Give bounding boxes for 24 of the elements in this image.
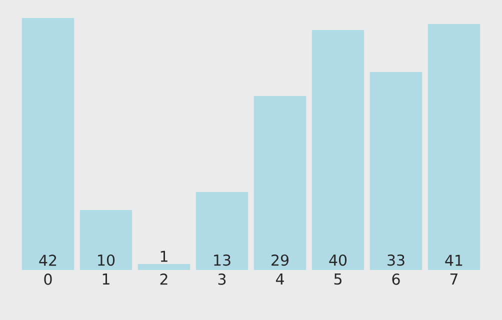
bar bbox=[138, 264, 190, 270]
bar bbox=[312, 30, 364, 270]
data-label: 1 bbox=[160, 250, 168, 262]
x-tick-label: 5 bbox=[334, 274, 342, 285]
bar bbox=[22, 18, 74, 270]
x-tick-label: 7 bbox=[450, 274, 458, 284]
data-label: 13 bbox=[214, 254, 230, 266]
data-label: 10 bbox=[98, 254, 115, 266]
bar bbox=[80, 210, 132, 270]
data-label: 29 bbox=[272, 254, 288, 266]
data-label: 33 bbox=[388, 254, 404, 266]
x-tick-label: 1 bbox=[102, 274, 110, 284]
data-label: 41 bbox=[445, 254, 462, 266]
x-tick-label: 3 bbox=[218, 274, 226, 285]
data-label: 40 bbox=[329, 254, 347, 266]
x-tick-label: 4 bbox=[276, 274, 284, 284]
x-tick-label: 0 bbox=[44, 274, 52, 285]
bar bbox=[428, 24, 480, 270]
data-label: 42 bbox=[39, 254, 56, 266]
x-tick-label: 6 bbox=[392, 274, 400, 285]
x-tick-label: 2 bbox=[160, 274, 168, 285]
bar bbox=[370, 72, 422, 270]
bar bbox=[254, 96, 306, 270]
bar bbox=[196, 192, 248, 270]
